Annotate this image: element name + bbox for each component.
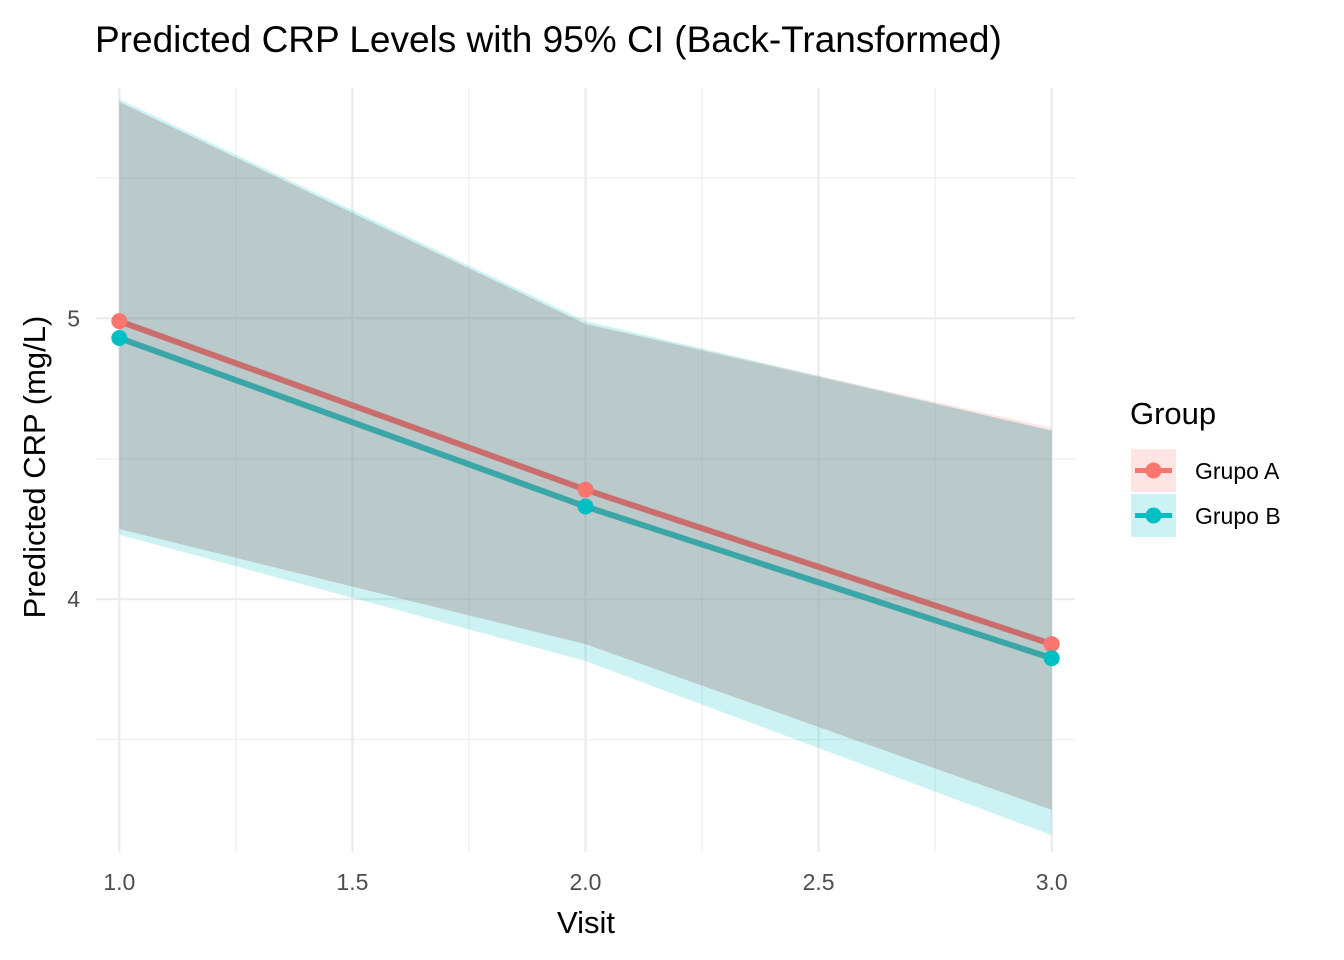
y-tick-label: 5 xyxy=(67,305,80,331)
data-point-grupo-a xyxy=(111,313,128,330)
legend-items: Grupo A Grupo B xyxy=(1131,449,1281,537)
x-axis-tick-labels: 1.0 1.5 2.0 2.5 3.0 xyxy=(103,869,1067,895)
legend-key-point xyxy=(1145,462,1162,479)
y-tick-label: 4 xyxy=(67,586,80,612)
ci-ribbon-grupo-b xyxy=(119,99,1052,836)
x-tick-label: 1.0 xyxy=(103,869,135,895)
data-point-grupo-a xyxy=(1043,636,1060,653)
legend-title: Group xyxy=(1130,396,1216,431)
legend-item-grupo-b: Grupo B xyxy=(1131,494,1281,537)
legend-label: Grupo B xyxy=(1195,503,1281,529)
legend-label: Grupo A xyxy=(1195,458,1280,484)
x-tick-label: 2.5 xyxy=(803,869,835,895)
data-point-grupo-b xyxy=(577,498,594,515)
data-point-grupo-a xyxy=(577,481,594,498)
legend-key-point xyxy=(1145,507,1162,524)
x-axis-title: Visit xyxy=(557,905,615,940)
chart-title: Predicted CRP Levels with 95% CI (Back-T… xyxy=(95,19,1002,60)
legend: Group Grupo A Grupo B xyxy=(1130,396,1281,537)
plot-panel xyxy=(96,88,1075,852)
series-points xyxy=(111,313,1060,667)
y-axis-title: Predicted CRP (mg/L) xyxy=(17,316,52,619)
data-point-grupo-b xyxy=(1043,650,1060,667)
y-axis-tick-labels: 45 xyxy=(67,305,80,612)
x-tick-label: 2.0 xyxy=(570,869,602,895)
data-point-grupo-b xyxy=(111,329,128,346)
ci-ribbon-grupo-a xyxy=(119,102,1052,810)
x-tick-label: 3.0 xyxy=(1036,869,1068,895)
confidence-ribbons xyxy=(119,99,1052,836)
ci-overlap-region xyxy=(119,102,1052,810)
x-tick-label: 1.5 xyxy=(336,869,368,895)
legend-item-grupo-a: Grupo A xyxy=(1131,449,1280,492)
